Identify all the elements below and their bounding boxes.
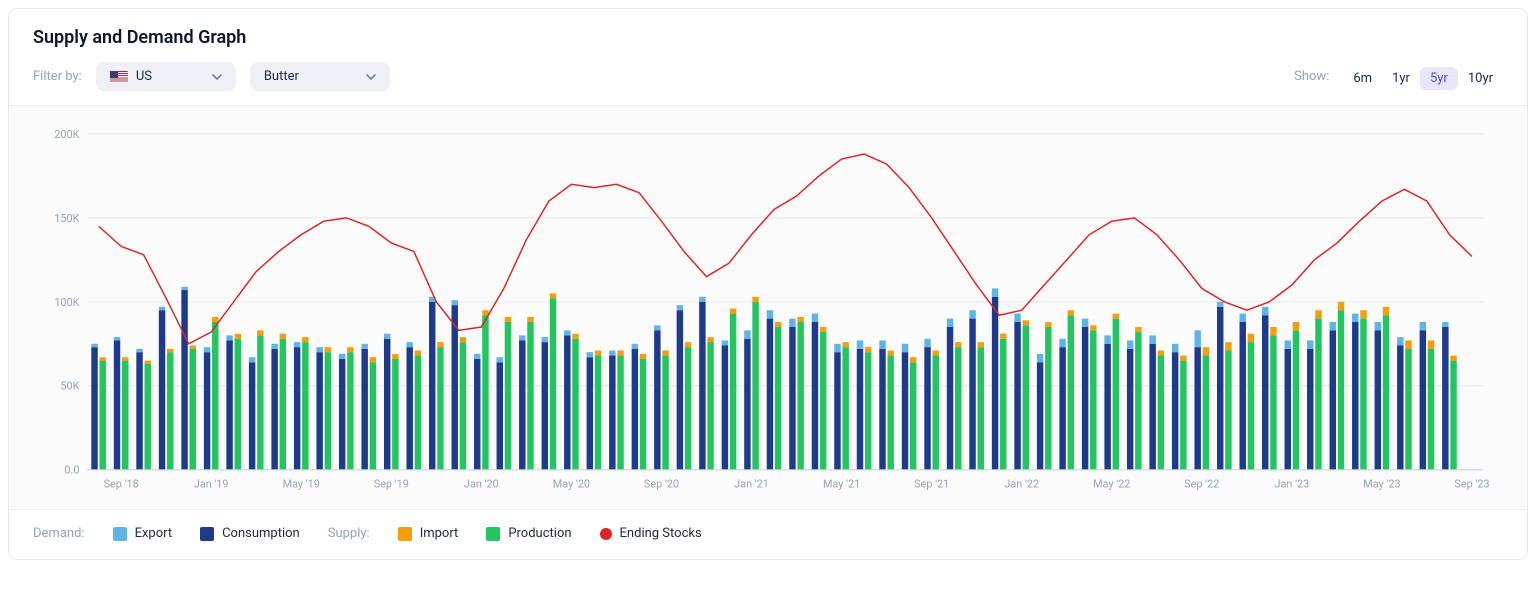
- svg-text:Jan '21: Jan '21: [734, 478, 769, 491]
- legend-item-production[interactable]: Production: [486, 526, 571, 541]
- svg-text:Sep '21: Sep '21: [914, 478, 949, 491]
- svg-text:Sep '23: Sep '23: [1454, 478, 1489, 491]
- filters-left: Filter by: US Butter: [33, 62, 390, 91]
- legend-demand-label: Demand:: [33, 526, 85, 541]
- svg-text:May '19: May '19: [283, 478, 320, 491]
- svg-text:0.0: 0.0: [64, 464, 79, 477]
- svg-text:Jan '23: Jan '23: [1274, 478, 1309, 491]
- svg-text:50K: 50K: [60, 380, 79, 393]
- range-selector: Show: 6m1yr5yr10yr: [1294, 67, 1503, 86]
- svg-text:Jan '22: Jan '22: [1004, 478, 1039, 491]
- country-dropdown-value: US: [136, 69, 152, 84]
- import-swatch: [398, 527, 412, 541]
- us-flag-icon: [110, 71, 128, 83]
- show-label: Show:: [1294, 69, 1329, 84]
- legend-item-consumption[interactable]: Consumption: [200, 526, 300, 541]
- legend-item-ending_stocks[interactable]: Ending Stocks: [600, 526, 702, 541]
- production-swatch: [486, 527, 500, 541]
- ending_stocks-swatch: [600, 528, 612, 540]
- consumption-swatch: [200, 527, 214, 541]
- range-1yr[interactable]: 1yr: [1382, 67, 1420, 90]
- filter-by-label: Filter by:: [33, 69, 82, 84]
- range-5yr[interactable]: 5yr: [1420, 67, 1458, 90]
- svg-text:May '20: May '20: [553, 478, 590, 491]
- legend-item-label: Import: [420, 526, 459, 541]
- svg-text:Sep '18: Sep '18: [104, 478, 139, 491]
- svg-text:200K: 200K: [54, 128, 79, 141]
- legend-item-export[interactable]: Export: [113, 526, 173, 541]
- svg-text:May '23: May '23: [1363, 478, 1400, 491]
- country-dropdown[interactable]: US: [96, 62, 236, 91]
- product-dropdown-value: Butter: [264, 69, 299, 84]
- range-6m[interactable]: 6m: [1343, 67, 1382, 90]
- svg-text:Sep '20: Sep '20: [644, 478, 679, 491]
- chart-area: 0.0 50K 100K 150K 200K Sep '18 Jan '19 May '19 S…: [9, 105, 1527, 509]
- legend-item-import[interactable]: Import: [398, 526, 459, 541]
- svg-text:May '21: May '21: [823, 478, 860, 491]
- card-title: Supply and Demand Graph: [33, 27, 1503, 48]
- product-dropdown[interactable]: Butter: [250, 62, 390, 91]
- supply-demand-chart: 0.0 50K 100K 150K 200K Sep '18 Jan '19 May '19 S…: [33, 124, 1503, 499]
- range-10yr[interactable]: 10yr: [1458, 67, 1503, 90]
- export-swatch: [113, 527, 127, 541]
- controls-row: Filter by: US Butter: [33, 62, 1503, 91]
- svg-text:150K: 150K: [54, 212, 79, 225]
- svg-text:Sep '19: Sep '19: [374, 478, 409, 491]
- legend-item-label: Consumption: [222, 526, 300, 541]
- svg-text:Jan '19: Jan '19: [194, 478, 229, 491]
- legend-supply-label: Supply:: [328, 526, 370, 541]
- legend-item-label: Export: [135, 526, 173, 541]
- chevron-down-icon: [212, 72, 222, 82]
- supply-demand-card: Supply and Demand Graph Filter by: US Bu…: [8, 8, 1528, 560]
- chevron-down-icon: [366, 72, 376, 82]
- legend-item-label: Production: [508, 526, 571, 541]
- svg-text:Jan '20: Jan '20: [464, 478, 499, 491]
- svg-text:Sep '22: Sep '22: [1184, 478, 1219, 491]
- legend: Demand: Export Consumption Supply: Import Pro…: [9, 509, 1527, 559]
- svg-text:May '22: May '22: [1093, 478, 1130, 491]
- card-header: Supply and Demand Graph Filter by: US Bu…: [9, 9, 1527, 105]
- svg-text:100K: 100K: [54, 296, 79, 309]
- legend-item-label: Ending Stocks: [620, 526, 702, 541]
